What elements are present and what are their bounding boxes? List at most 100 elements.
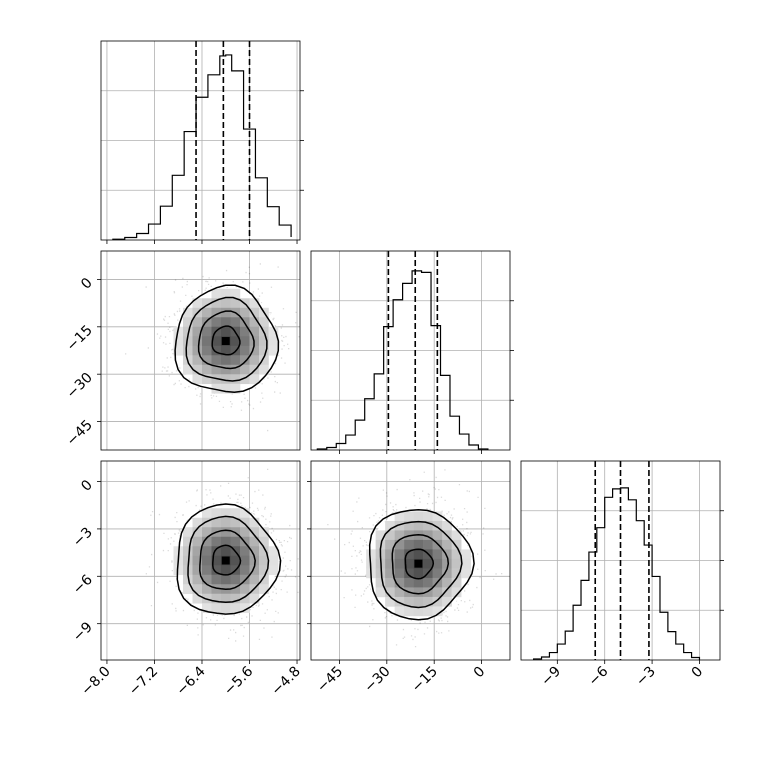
pair-0-cell [239,355,250,366]
pair-0-cell [182,317,193,328]
pair-1-cell [211,508,222,519]
pair-0-contour-2 [197,310,255,370]
pair-2-cell [451,587,462,598]
pair-1-cell [230,584,241,595]
pair-2-cell [394,530,405,541]
pair-0-cell [220,345,231,356]
pair-0-cell [230,288,241,299]
pair-1-cell [182,584,193,595]
pair-0-cell [220,364,231,375]
pair-0-contour-0 [174,284,280,394]
pair-1-cell [239,508,250,519]
pair-1-cell [192,546,203,557]
pair-1-cell [173,565,184,576]
pair-2-cell [432,568,443,579]
pair-2-cell [366,549,376,560]
pair-0-cell [239,374,250,385]
pair-1-cell [239,527,250,538]
pair-2-cell [394,520,405,531]
pair-1-cell [268,555,279,566]
pair-0-cell [268,326,279,337]
pair-2-cell [423,539,433,550]
pair-0-cell [258,336,269,347]
pair-2-cell [404,520,414,531]
pair-2-cell [385,520,395,531]
pair-0-cell [211,364,222,375]
pair-2-contour-3 [404,548,435,580]
pair-2-cell [423,558,433,569]
pair-1-density [145,468,299,642]
pair-2-frame [310,460,511,661]
pair-2-cell [404,511,414,522]
pair-1-cell [192,565,203,576]
pair-0-cell [201,326,212,337]
pair-0-cell [201,374,212,385]
pair-2-cell [451,539,462,550]
pair-1-peak [221,556,230,565]
pair-2-cell [423,511,433,522]
pair-0-cell [201,336,212,347]
ytick-label-1-3: 0 [78,275,96,293]
pair-0-cell [258,345,269,356]
pair-2-cell [432,587,443,598]
pair-2-cell [432,558,443,569]
pair-1-cell [192,555,203,566]
pair-1-cell [230,517,241,528]
xtick-label-0-4: −4.8 [269,664,304,699]
pair-2-cell [413,587,424,598]
pair-1-cell [230,574,241,585]
pair-1-cell [249,565,260,576]
pair-0-cell [249,307,260,318]
pair-1-cell [192,517,203,528]
pair-1-cell [220,593,231,604]
pair-2-cell [413,549,424,560]
pair-1-cell [239,603,250,614]
pair-2-cell [394,549,405,560]
pair-1-cell [268,565,279,576]
pair-0-cell [182,345,193,356]
pair-2-cell [423,520,433,531]
pair-1-cell [249,517,260,528]
pair-0-cell [211,288,222,299]
pair-0-cell [230,364,241,375]
pair-0-cell [201,355,212,366]
xtick-label-1-2: −15 [409,664,441,696]
pair-1-cell [220,546,231,557]
pair-0-cell [239,326,250,337]
pair-2-cell [451,577,462,588]
pair-1-cell [239,555,250,566]
pair-2-cell [413,539,424,550]
pair-2-cell [404,577,414,588]
pair-1-cell [201,527,212,538]
xtick-label-0-0: −8.0 [78,664,113,699]
pair-2-cell [451,549,462,560]
pair-0-cell [239,364,250,375]
pair-0-cell [220,326,231,337]
pair-0-cell [211,317,222,328]
pair-2-cell [442,596,452,607]
pair-1-cell [211,555,222,566]
pair-2-cell [413,596,424,607]
pair-0-cell [249,317,260,328]
pair-2-cell [432,530,443,541]
pair-1-cell [249,555,260,566]
pair-2-cell [442,587,452,598]
pair-2-cell [413,511,424,522]
pair-2-cell [413,606,424,617]
ytick-label-1-2: −15 [64,322,96,354]
xtick-label-1-3: 0 [471,664,489,682]
pair-2-cell [423,577,433,588]
pair-0-cell [192,326,203,337]
pair-1-cell [268,546,279,557]
pair-0-cell [268,345,279,356]
pair-0-cell [192,345,203,356]
pair-0-cell [220,298,231,309]
pair-2-cell [432,520,443,531]
pair-2-cell [385,596,395,607]
pair-1-contour-0 [176,503,282,615]
xtick-label-2-1: −6 [586,663,612,689]
ytick-label-2-0: −9 [70,619,96,645]
pair-1-cell [249,593,260,604]
pair-0-cell [249,345,260,356]
pair-1-cell [211,517,222,528]
